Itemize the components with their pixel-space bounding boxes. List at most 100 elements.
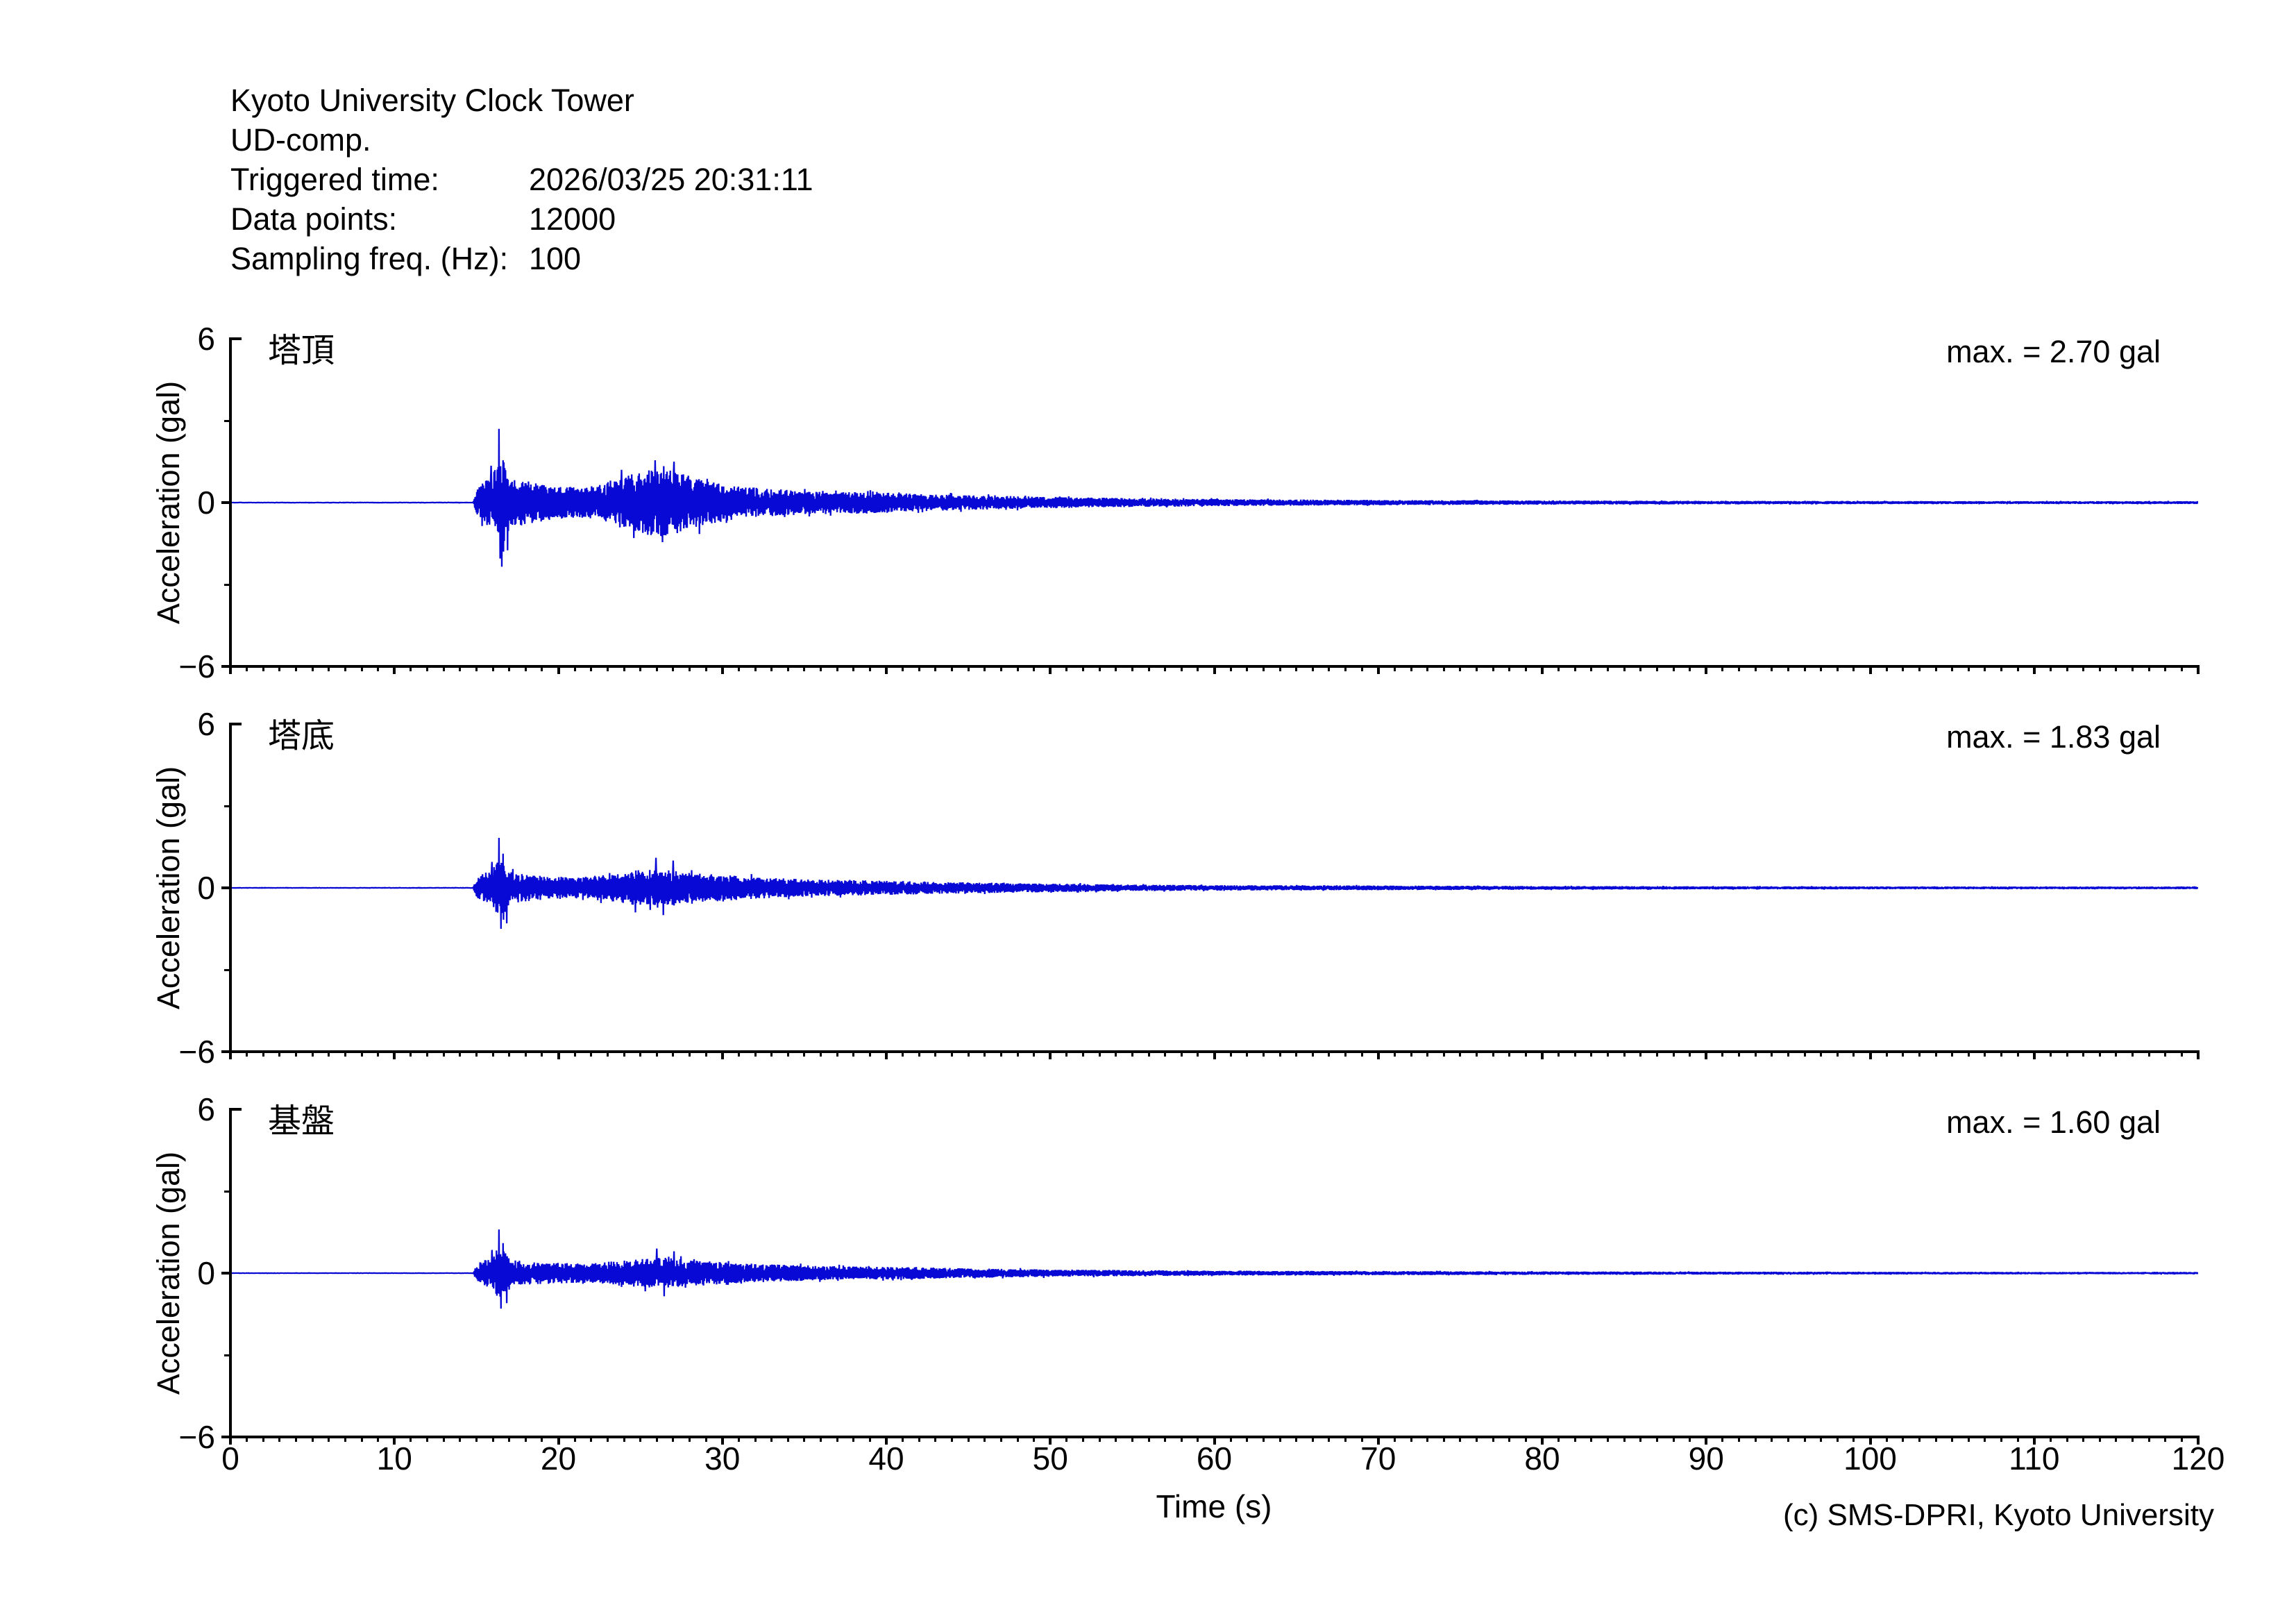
x-minor-tick: [278, 666, 281, 671]
x-minor-tick: [1820, 666, 1823, 671]
x-major-tick: [1868, 1052, 1872, 1059]
x-minor-tick: [868, 666, 871, 671]
x-minor-tick: [377, 1437, 380, 1442]
x-minor-tick: [1836, 1052, 1839, 1057]
x-major-tick: [1213, 1052, 1216, 1059]
x-major-tick: [1705, 1052, 1708, 1059]
x-minor-tick: [1131, 666, 1133, 671]
x-major-tick: [2197, 666, 2200, 674]
x-minor-tick: [1147, 666, 1150, 671]
x-minor-tick: [1393, 1437, 1396, 1442]
x-minor-tick: [918, 666, 920, 671]
x-major-tick: [229, 1437, 232, 1445]
sampling-freq-label: Sampling freq. (Hz):: [230, 241, 509, 276]
x-minor-tick: [1180, 666, 1183, 671]
x-minor-tick: [967, 1052, 970, 1057]
x-minor-tick: [311, 1437, 314, 1442]
x-minor-tick: [1295, 1437, 1298, 1442]
x-minor-tick: [1524, 666, 1527, 671]
x-minor-tick: [1033, 1437, 1036, 1442]
x-major-tick: [229, 1052, 232, 1059]
x-minor-tick: [1016, 666, 1019, 671]
x-minor-tick: [934, 1437, 937, 1442]
x-minor-tick: [1065, 1052, 1068, 1057]
x-minor-tick: [2132, 1052, 2134, 1057]
x-minor-tick: [770, 666, 773, 671]
x-major-tick: [557, 666, 560, 674]
x-minor-tick: [1246, 1437, 1249, 1442]
x-major-tick: [1376, 1052, 1380, 1059]
x-minor-tick: [967, 666, 970, 671]
x-minor-tick: [1459, 1437, 1462, 1442]
y-tick-label: 0: [197, 1255, 215, 1291]
x-minor-tick: [1885, 666, 1888, 671]
y-tick-label: 0: [197, 485, 215, 521]
x-minor-tick: [672, 666, 675, 671]
x-minor-tick: [1360, 1437, 1363, 1442]
x-minor-tick: [606, 666, 609, 671]
sampling-freq-value: 100: [529, 241, 582, 276]
x-minor-tick: [1262, 1052, 1265, 1057]
x-minor-tick: [1295, 666, 1298, 671]
x-minor-tick: [442, 666, 445, 671]
x-minor-tick: [1721, 666, 1724, 671]
x-minor-tick: [1082, 1437, 1084, 1442]
x-minor-tick: [984, 1437, 986, 1442]
x-minor-tick: [1229, 1437, 1232, 1442]
x-minor-tick: [1393, 666, 1396, 671]
x-major-tick: [885, 1437, 888, 1445]
x-minor-tick: [246, 666, 248, 671]
x-minor-tick: [902, 1437, 904, 1442]
x-minor-tick: [852, 1437, 855, 1442]
x-minor-tick: [541, 666, 543, 671]
x-minor-tick: [1360, 1052, 1363, 1057]
x-minor-tick: [1426, 1052, 1429, 1057]
x-minor-tick: [1033, 666, 1036, 671]
x-minor-tick: [606, 1052, 609, 1057]
x-minor-tick: [1065, 666, 1068, 671]
waveform-plot: [230, 428, 2198, 567]
x-minor-tick: [951, 1052, 953, 1057]
y-minor-tick: [224, 419, 229, 422]
x-minor-tick: [1476, 1052, 1478, 1057]
x-minor-tick: [1721, 1437, 1724, 1442]
x-minor-tick: [1590, 1437, 1593, 1442]
x-minor-tick: [1738, 666, 1740, 671]
x-minor-tick: [2115, 1052, 2118, 1057]
waveform-plot: [230, 1229, 2198, 1309]
x-minor-tick: [1442, 666, 1445, 671]
x-minor-tick: [1278, 666, 1281, 671]
x-minor-tick: [1278, 1437, 1281, 1442]
x-minor-tick: [2115, 1437, 2118, 1442]
x-minor-tick: [328, 666, 330, 671]
x-major-tick: [1049, 1437, 1052, 1445]
x-minor-tick: [1951, 666, 1954, 671]
triggered-time-label: Triggered time:: [230, 162, 439, 197]
x-minor-tick: [999, 1052, 1002, 1057]
x-minor-tick: [1951, 1437, 1954, 1442]
x-minor-tick: [1164, 1437, 1167, 1442]
x-minor-tick: [1459, 666, 1462, 671]
x-minor-tick: [1655, 666, 1658, 671]
x-minor-tick: [278, 1437, 281, 1442]
x-minor-tick: [1147, 1052, 1150, 1057]
y-tick-label: 6: [197, 706, 215, 742]
x-tick-label: 80: [1524, 1440, 1560, 1477]
x-minor-tick: [1229, 666, 1232, 671]
x-minor-tick: [2164, 666, 2167, 671]
x-minor-tick: [1639, 666, 1642, 671]
x-minor-tick: [1951, 1052, 1954, 1057]
x-minor-tick: [2066, 666, 2068, 671]
x-minor-tick: [262, 1052, 264, 1057]
x-minor-tick: [2132, 666, 2134, 671]
x-minor-tick: [1787, 666, 1789, 671]
x-minor-tick: [573, 666, 576, 671]
x-minor-tick: [311, 666, 314, 671]
x-minor-tick: [918, 1437, 920, 1442]
x-minor-tick: [623, 1052, 625, 1057]
x-minor-tick: [786, 1052, 789, 1057]
x-minor-tick: [689, 1437, 691, 1442]
x-minor-tick: [328, 1437, 330, 1442]
x-minor-tick: [524, 1437, 527, 1442]
max-value-label: max. = 1.83 gal: [1946, 719, 2161, 755]
